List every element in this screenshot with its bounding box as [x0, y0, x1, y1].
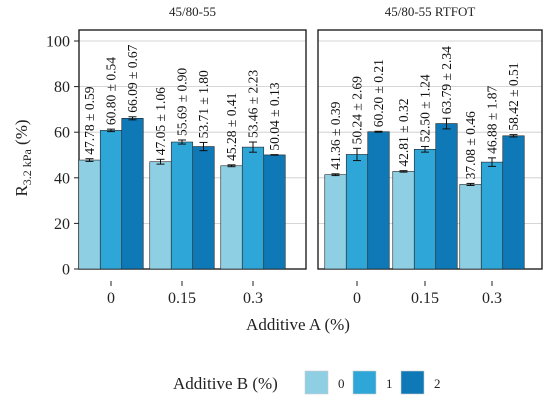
y-axis-title: R3.2 kPa (%) — [12, 119, 34, 196]
data-label: 53.71 ± 1.80 — [196, 70, 211, 138]
data-label: 63.79 ± 2.34 — [439, 46, 454, 114]
data-label: 66.09 ± 0.67 — [125, 44, 140, 112]
panel-title: 45/80-55 RTFOT — [385, 4, 476, 19]
error-bar — [128, 116, 137, 121]
panel-2: 45/80-55 RTFOT 0 41.36 ± 0.39 50.24 ± 2.69 6… — [317, 4, 543, 307]
data-label: 53.46 ± 2.23 — [246, 70, 261, 138]
error-bar — [270, 154, 279, 156]
error-bar — [421, 145, 429, 153]
legend-label: 2 — [434, 376, 441, 391]
error-bar — [227, 164, 236, 168]
bar — [121, 118, 144, 270]
bar — [99, 130, 123, 270]
x-tick-label: 0.15 — [168, 290, 196, 307]
bar — [435, 123, 458, 270]
x-tick-label: 0.3 — [243, 290, 263, 307]
error-bar — [107, 128, 115, 133]
data-label: 50.24 ± 2.69 — [350, 76, 365, 144]
error-bar — [442, 117, 451, 130]
bar — [480, 161, 504, 270]
data-label: 47.05 ± 1.06 — [153, 87, 168, 155]
x-tick-label: 0 — [107, 290, 115, 307]
data-label: 42.81 ± 0.32 — [396, 98, 411, 166]
legend-swatch — [352, 370, 377, 395]
bar — [502, 135, 525, 270]
legend-swatch — [304, 370, 329, 395]
bar — [459, 184, 482, 270]
y-tick-label: 80 — [54, 79, 70, 96]
data-label: 47.78 ± 0.59 — [82, 86, 97, 154]
error-bar — [353, 147, 361, 162]
data-label: 46.88 ± 1.87 — [485, 85, 500, 153]
bar — [220, 165, 243, 270]
error-bar — [249, 141, 257, 153]
bar — [78, 159, 101, 270]
legend-label: 0 — [338, 376, 345, 391]
legend-label: 1 — [386, 376, 393, 391]
bar — [392, 171, 415, 270]
bar — [324, 174, 347, 270]
bar — [413, 149, 437, 270]
y-tick-label: 100 — [46, 34, 70, 51]
x-tick-label: 0.15 — [411, 290, 439, 307]
error-bar — [331, 173, 340, 177]
error-bar — [199, 141, 208, 152]
data-label: 45.28 ± 0.41 — [224, 93, 239, 161]
data-label: 58.42 ± 0.51 — [506, 62, 521, 130]
data-label: 60.20 ± 0.21 — [371, 59, 386, 127]
bar — [192, 146, 215, 270]
error-bar — [178, 139, 186, 145]
legend-title: Additive B (%) — [173, 374, 278, 393]
bar — [149, 161, 172, 270]
error-bar — [374, 130, 383, 133]
legend-swatch — [400, 370, 425, 395]
error-bar — [488, 157, 496, 167]
bar — [263, 154, 286, 270]
y-tick-label: 0 — [62, 262, 70, 279]
data-label: 55.69 ± 0.90 — [175, 68, 190, 136]
y-tick-label: 20 — [54, 216, 70, 233]
x-axis-title: Additive A (%) — [246, 315, 350, 334]
bar — [241, 146, 265, 270]
data-label: 41.36 ± 0.39 — [328, 101, 343, 169]
legend: Additive B (%) 0 1 2 — [173, 370, 441, 395]
data-label: 60.80 ± 0.54 — [104, 57, 119, 125]
panel-1: 45/80-55 0 20 40 60 80 100 0 47.78 ± 0.59 60.80 ±… — [46, 4, 307, 307]
data-label: 37.08 ± 0.46 — [463, 111, 478, 179]
x-tick-label: 0.3 — [482, 290, 502, 307]
error-bar — [156, 158, 165, 165]
x-tick-label: 0 — [353, 290, 361, 307]
error-bar — [399, 170, 408, 173]
y-tick-label: 40 — [54, 170, 70, 187]
data-label: 52.50 ± 1.24 — [418, 74, 433, 142]
bar — [367, 131, 390, 270]
bar — [170, 141, 194, 270]
data-label: 50.04 ± 0.13 — [267, 82, 282, 150]
panel-title: 45/80-55 — [169, 4, 216, 19]
y-tick-label: 60 — [54, 125, 70, 142]
error-bar — [85, 158, 94, 162]
error-bar — [466, 182, 475, 187]
bar — [345, 154, 369, 270]
error-bar — [509, 134, 518, 138]
